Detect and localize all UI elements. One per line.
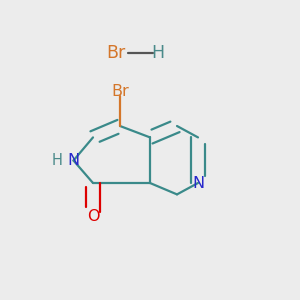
Text: O: O <box>87 209 99 224</box>
Text: H: H <box>52 153 62 168</box>
Text: Br: Br <box>106 44 125 62</box>
Text: N: N <box>68 153 80 168</box>
Text: Br: Br <box>111 84 129 99</box>
Text: H: H <box>151 44 164 62</box>
Text: N: N <box>192 176 204 190</box>
